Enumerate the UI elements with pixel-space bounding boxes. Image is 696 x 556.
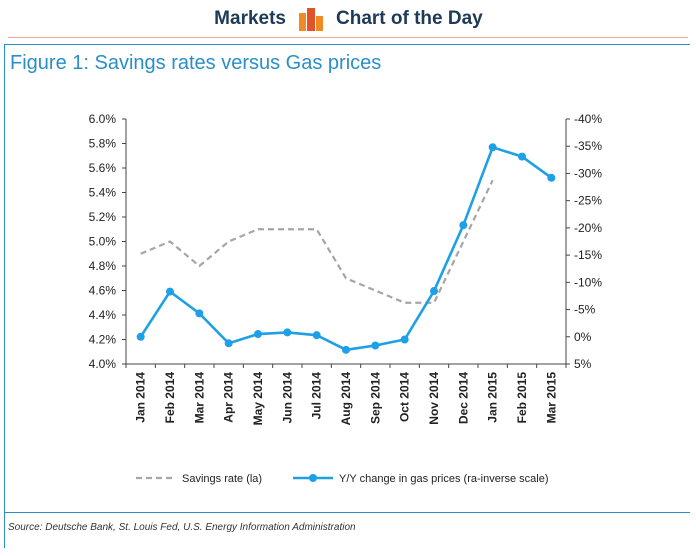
left-tick-label: 5.8% bbox=[89, 137, 117, 151]
right-tick-label: -15% bbox=[574, 248, 602, 262]
x-tick-label: Dec 2014 bbox=[456, 372, 470, 424]
gas-price-point bbox=[547, 173, 556, 182]
right-tick-label: 0% bbox=[574, 330, 592, 344]
left-tick-label: 5.6% bbox=[89, 161, 117, 175]
x-tick-label: Jun 2014 bbox=[280, 372, 294, 424]
figure-bottom-border bbox=[4, 512, 690, 513]
source-note: Source: Deutsche Bank, St. Louis Fed, U.… bbox=[8, 522, 356, 533]
x-tick-label: Jan 2014 bbox=[134, 372, 148, 423]
gas-price-point bbox=[312, 331, 321, 340]
gas-price-point bbox=[136, 332, 145, 341]
right-tick-label: -30% bbox=[574, 166, 602, 180]
x-tick-label: May 2014 bbox=[251, 372, 265, 426]
gas-price-point bbox=[488, 143, 497, 152]
gas-price-point bbox=[430, 287, 438, 296]
gas-price-point bbox=[459, 221, 468, 230]
savings-rate-line bbox=[140, 179, 494, 304]
right-tick-label: -35% bbox=[574, 139, 602, 153]
x-axis: Jan 2014 Feb 2014 Mar 2014 Apr 2014 May 2014… bbox=[125, 363, 567, 426]
gas-price-point bbox=[283, 328, 292, 337]
right-tick-label: -25% bbox=[574, 194, 602, 208]
right-tick-label: -20% bbox=[574, 221, 602, 235]
left-tick-label: 5.0% bbox=[89, 235, 117, 249]
legend-gas-marker bbox=[309, 474, 317, 482]
figure-title: Figure 1: Savings rates versus Gas price… bbox=[10, 52, 382, 74]
x-tick-label: Jul 2014 bbox=[310, 372, 324, 420]
left-tick-label: 5.4% bbox=[89, 186, 117, 200]
gas-price-point bbox=[224, 339, 233, 348]
x-tick-label: Feb 2015 bbox=[515, 372, 529, 424]
gas-price-point bbox=[254, 330, 262, 339]
x-tick-label: Mar 2015 bbox=[544, 372, 558, 424]
gas-price-point bbox=[371, 341, 380, 350]
left-tick-label: 4.6% bbox=[89, 284, 117, 298]
x-tick-label: Jan 2015 bbox=[486, 372, 500, 423]
legend: Savings rate (la) Y/Y change in gas price… bbox=[136, 473, 549, 485]
left-tick-label: 6.0% bbox=[89, 112, 117, 126]
right-tick-label: -40% bbox=[574, 112, 602, 126]
x-tick-label: Mar 2014 bbox=[192, 372, 206, 424]
header-divider bbox=[8, 37, 688, 38]
markets-label[interactable]: Markets bbox=[214, 8, 286, 29]
header: Markets Chart of the Day bbox=[0, 0, 696, 40]
gas-price-point bbox=[518, 152, 526, 161]
line-chart: 6.0% 5.8% 5.6% 5.4% 5.2% 5.0% 4.8% 4.6% 4.4% 4.2%… bbox=[89, 112, 603, 485]
right-tick-label: -10% bbox=[574, 275, 602, 289]
gas-price-point bbox=[400, 335, 409, 344]
series-layer bbox=[136, 143, 556, 354]
x-tick-label: Sep 2014 bbox=[368, 372, 382, 424]
gas-price-line bbox=[139, 145, 553, 352]
left-tick-label: 4.8% bbox=[89, 259, 117, 273]
figure-top-border bbox=[4, 44, 690, 45]
right-tick-label: -5% bbox=[574, 303, 596, 317]
right-tick-label: 5% bbox=[574, 357, 592, 371]
legend-savings-label: Savings rate (la) bbox=[182, 473, 262, 485]
x-tick-label: Aug 2014 bbox=[339, 372, 353, 426]
left-tick-label: 4.0% bbox=[89, 357, 117, 371]
gas-price-point bbox=[195, 309, 204, 318]
x-tick-label: Apr 2014 bbox=[222, 372, 236, 423]
left-tick-label: 4.2% bbox=[89, 333, 117, 347]
x-tick-label: Oct 2014 bbox=[398, 372, 412, 422]
left-axis: 6.0% 5.8% 5.6% 5.4% 5.2% 5.0% 4.8% 4.6% 4.4% 4.2%… bbox=[89, 112, 127, 371]
chart-of-the-day-label[interactable]: Chart of the Day bbox=[336, 8, 483, 29]
legend-gas-label: Y/Y change in gas prices (ra-inverse sca… bbox=[339, 473, 549, 485]
gas-price-point bbox=[166, 287, 174, 296]
x-tick-label: Nov 2014 bbox=[427, 372, 441, 425]
right-axis: -40% -35% -30% -25% -20% -15% -10% -5% 0% 5% bbox=[565, 112, 602, 371]
figure-left-border bbox=[4, 44, 5, 548]
bar-logo-icon bbox=[299, 8, 323, 31]
x-tick-label: Feb 2014 bbox=[163, 372, 177, 424]
left-tick-label: 4.4% bbox=[89, 308, 117, 322]
left-tick-label: 5.2% bbox=[89, 210, 117, 224]
gas-price-point bbox=[342, 345, 350, 354]
